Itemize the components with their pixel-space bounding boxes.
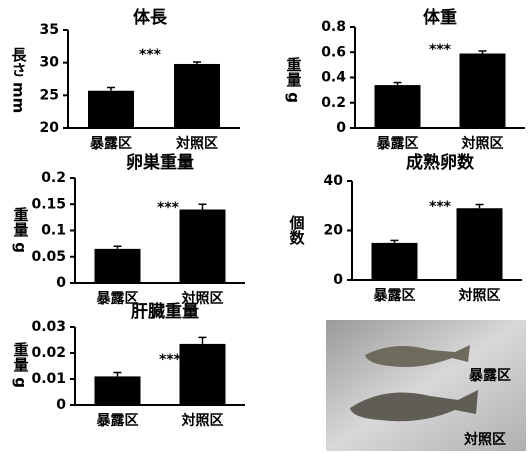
annotation: *** bbox=[429, 199, 452, 215]
y-axis-label: 重量 g bbox=[12, 341, 30, 388]
figure: 暴露区 対照区 体長***長さ mm20253035暴露区対照区体重***重量 … bbox=[0, 0, 530, 453]
y-tick-label: 0.1 bbox=[41, 223, 66, 239]
y-tick-label: 0.8 bbox=[321, 19, 346, 35]
y-tick-label: 0 bbox=[336, 120, 346, 136]
annotation: *** bbox=[139, 47, 162, 63]
annotation: *** bbox=[429, 42, 452, 58]
y-tick-label: 0.02 bbox=[31, 345, 66, 361]
y-tick-label: 0.2 bbox=[321, 95, 346, 111]
photo-label: 暴露区 bbox=[468, 367, 511, 384]
y-tick-label: 0.15 bbox=[31, 196, 66, 212]
x-tick-label: 対照区 bbox=[181, 412, 224, 429]
bar bbox=[95, 249, 141, 283]
annotation: *** bbox=[157, 200, 180, 216]
y-tick-label: 0 bbox=[56, 397, 66, 413]
chart-title: 成熟卵数 bbox=[406, 152, 475, 173]
bar bbox=[88, 91, 134, 128]
y-tick-label: 0.6 bbox=[321, 44, 346, 60]
y-tick-label: 0 bbox=[56, 275, 66, 291]
y-tick-label: 0.4 bbox=[321, 70, 346, 86]
y-tick-label: 40 bbox=[324, 173, 344, 189]
y-tick-label: 0 bbox=[333, 272, 343, 288]
chart-title: 体重 bbox=[423, 7, 457, 28]
bar bbox=[372, 243, 418, 280]
y-tick-label: 25 bbox=[40, 87, 59, 103]
y-tick-label: 30 bbox=[40, 55, 60, 71]
chart-title: 体長 bbox=[133, 7, 168, 28]
chart-title: 肝臓重量 bbox=[131, 301, 199, 322]
photo-label: 対照区 bbox=[463, 431, 506, 448]
bar bbox=[95, 376, 141, 405]
y-tick-label: 35 bbox=[40, 22, 59, 38]
bar bbox=[180, 344, 226, 405]
x-tick-label: 対照区 bbox=[458, 287, 501, 304]
y-axis-label: 個数 bbox=[288, 214, 306, 246]
y-axis-label: 長さ mm bbox=[10, 47, 28, 113]
x-tick-label: 暴露区 bbox=[96, 412, 139, 429]
bar bbox=[460, 54, 506, 128]
y-tick-label: 0.03 bbox=[31, 319, 66, 335]
y-tick-label: 20 bbox=[324, 223, 344, 239]
y-tick-label: 0.05 bbox=[31, 249, 66, 265]
x-tick-label: 対照区 bbox=[175, 135, 218, 152]
bar bbox=[174, 64, 220, 128]
bar bbox=[180, 210, 226, 284]
x-tick-label: 対照区 bbox=[461, 135, 504, 152]
x-tick-label: 暴露区 bbox=[376, 135, 419, 152]
x-tick-label: 暴露区 bbox=[373, 287, 416, 304]
y-axis-label: 重量 g bbox=[12, 206, 30, 253]
bar bbox=[457, 208, 503, 280]
y-tick-label: 0.2 bbox=[41, 170, 66, 186]
y-axis-label: 重量 g bbox=[285, 56, 303, 103]
bar bbox=[375, 85, 421, 128]
y-tick-label: 0.01 bbox=[31, 371, 66, 387]
chart-title: 卵巣重量 bbox=[126, 152, 194, 173]
x-tick-label: 暴露区 bbox=[89, 135, 132, 152]
y-tick-label: 20 bbox=[40, 120, 60, 136]
annotation: *** bbox=[159, 352, 182, 368]
photo: 暴露区 対照区 bbox=[326, 320, 526, 451]
